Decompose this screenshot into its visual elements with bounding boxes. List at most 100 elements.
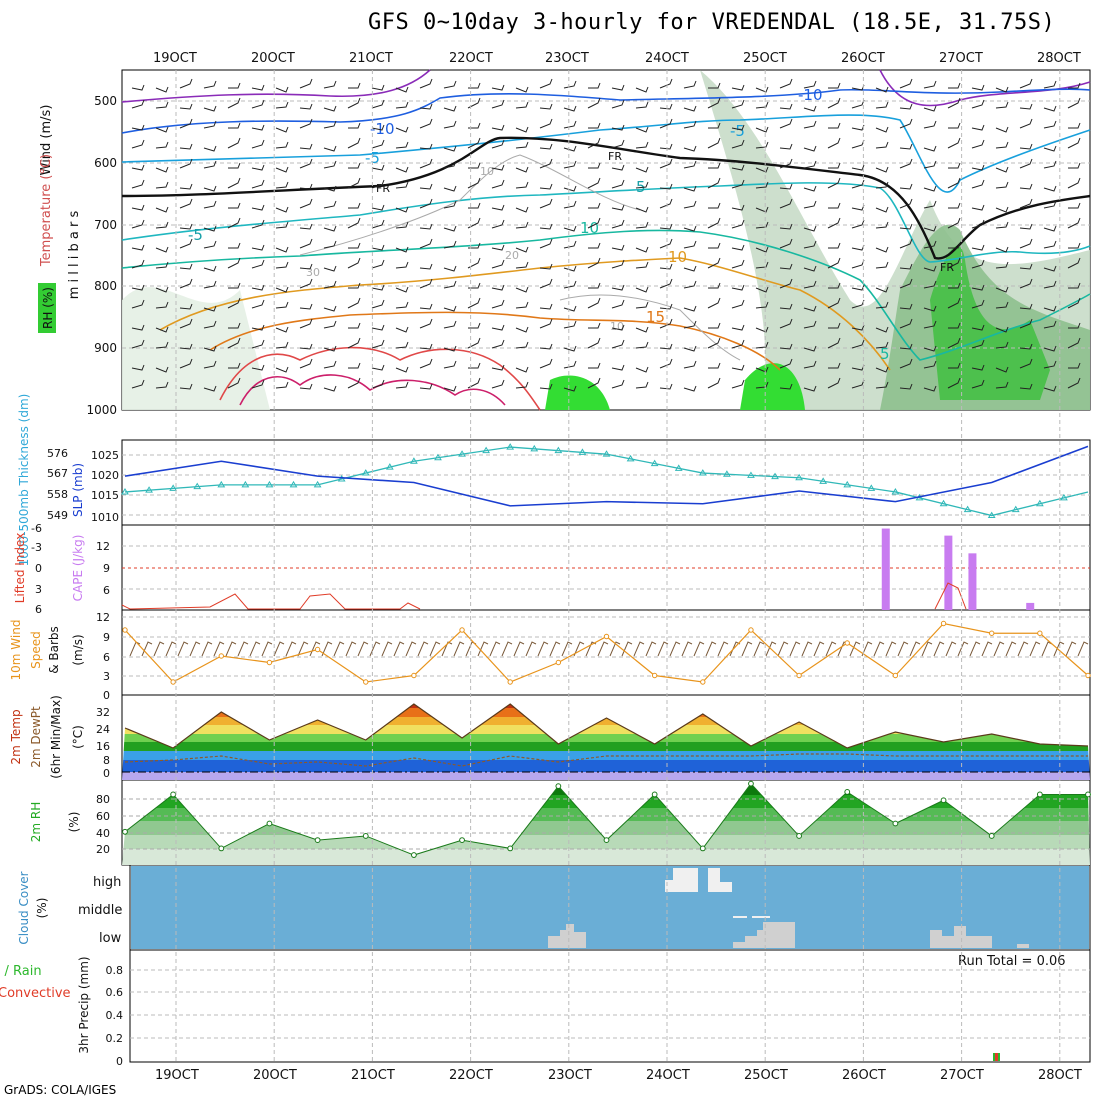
upper-barb (395, 341, 409, 349)
upper-barb (755, 126, 769, 133)
upper-barb (971, 339, 985, 349)
surface-barb (585, 641, 597, 657)
upper-barb (323, 280, 337, 289)
upper-barb (947, 297, 961, 309)
upper-barb (347, 97, 361, 109)
upper-barb (443, 105, 457, 112)
thickness-marker (987, 511, 996, 519)
upper-temp-label: Temperature (°C) (39, 154, 54, 267)
upper-barb (828, 282, 841, 289)
upper-barb (708, 322, 721, 329)
cloud-level-middle: middle (78, 903, 122, 918)
tick-label: 6 (35, 603, 42, 616)
upper-barb (731, 99, 745, 109)
cape-bar (1026, 602, 1035, 610)
upper-barb (323, 305, 337, 312)
surface-barb (441, 641, 453, 657)
upper-barb (923, 265, 937, 272)
wind-marker (314, 646, 321, 653)
upper-barb (923, 185, 937, 192)
upper-barb (1067, 177, 1081, 189)
surface-barb (153, 641, 165, 657)
upper-barb (707, 297, 721, 309)
upper-barb (899, 383, 913, 390)
precip-ticks: 0.8 0.6 0.4 0.2 0 (106, 964, 124, 1068)
rh-marker (1036, 791, 1043, 798)
thickness-marker (121, 487, 129, 495)
upper-barb (875, 126, 889, 133)
upper-barb (707, 217, 721, 229)
surface-barb (705, 641, 717, 657)
upper-barb (299, 358, 313, 369)
upper-barb (683, 105, 697, 112)
upper-barb (1019, 198, 1033, 209)
upper-barb (203, 280, 217, 289)
upper-barb (1043, 385, 1057, 392)
rh-marker (218, 845, 225, 852)
upper-barb (539, 158, 553, 169)
upper-barb (491, 124, 505, 131)
upper-barb (1068, 82, 1081, 89)
thickness-marker (361, 469, 370, 476)
surface-barb (513, 641, 525, 657)
upper-barb (491, 299, 505, 309)
tick-label: 900 (94, 341, 117, 355)
wind-marker (940, 620, 947, 627)
upper-barb (1043, 305, 1057, 312)
upper-barb (611, 284, 625, 291)
surface-barb (189, 641, 201, 657)
upper-barb (467, 177, 481, 189)
upper-barb (588, 82, 601, 89)
upper-barb (659, 358, 673, 369)
upper-barb (588, 162, 601, 169)
surface-barb (789, 641, 801, 657)
cloud-block (954, 926, 966, 948)
upper-barb (995, 101, 1009, 109)
upper-barb (779, 103, 793, 110)
upper-barb (155, 101, 169, 109)
rh-shade-area (545, 375, 610, 410)
upper-barb (203, 160, 217, 169)
upper-barb (179, 78, 193, 89)
upper-barb (131, 379, 145, 389)
thickness-marker (843, 480, 852, 488)
upper-barb (323, 225, 337, 232)
upper-barb (515, 341, 529, 349)
upper-barb (611, 204, 625, 211)
upper-barb (468, 282, 481, 289)
wind-label-2: Speed (29, 631, 43, 669)
upper-barb (419, 78, 433, 89)
upper-barb (539, 183, 553, 190)
upper-barb (419, 183, 433, 190)
surface-barb (561, 641, 573, 657)
surface-barb (945, 641, 957, 657)
tick-label: 500 (94, 94, 117, 108)
upper-barb (779, 278, 793, 289)
upper-barb (1019, 303, 1033, 310)
rh-ticks: 80 60 40 20 (96, 793, 110, 856)
surface-barb (645, 641, 657, 657)
surface-barb (897, 641, 909, 657)
upper-barb (923, 280, 937, 289)
upper-barb (947, 137, 961, 149)
rh-marker (748, 780, 754, 787)
upper-barb (395, 126, 409, 133)
upper-barb (683, 345, 697, 352)
upper-barb (203, 80, 217, 89)
tick-label: 0 (103, 689, 110, 702)
rh-marker (170, 791, 177, 798)
upper-grid (122, 100, 1090, 349)
mid-clouds (733, 916, 770, 918)
upper-barb (731, 219, 745, 229)
upper-barb (1068, 322, 1081, 329)
upper-barb (683, 305, 697, 312)
band-below-0 (122, 772, 1090, 780)
thickness-ticks: 576 567 558 549 (47, 447, 68, 522)
upper-yticks: 500 600 700 800 900 1000 (86, 94, 117, 417)
upper-barb (875, 286, 889, 293)
upper-barb (1019, 358, 1033, 369)
contour-label: -5 (730, 122, 745, 140)
upper-barb (228, 242, 241, 249)
li-label: Lifted Index (13, 533, 27, 604)
upper-barb (227, 217, 241, 229)
